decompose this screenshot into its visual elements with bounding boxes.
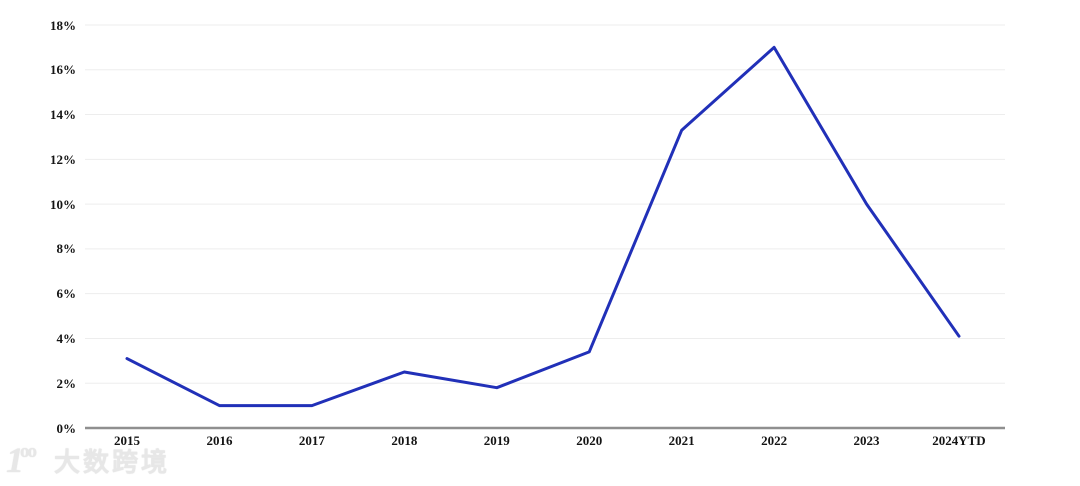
x-tick-label: 2018 [391, 433, 418, 448]
y-tick-label: 10% [50, 196, 76, 212]
x-tick-label: 2015 [114, 433, 140, 448]
x-tick-label: 2016 [206, 433, 233, 448]
watermark-logo-icon: 1 oo [6, 441, 54, 481]
watermark-text: 大数跨境 [54, 448, 171, 478]
data-line-series [125, 45, 961, 408]
watermark: 1 oo 大数跨境 [6, 441, 170, 481]
y-tick-label: 2% [56, 375, 77, 391]
y-tick-label: 6% [56, 286, 77, 302]
y-tick-label: 0% [56, 420, 77, 436]
watermark-logo-one: 1 [6, 440, 24, 480]
x-tick-label: 2019 [483, 433, 510, 448]
x-tick-label: 2020 [576, 433, 603, 448]
x-tick-label: 2022 [761, 433, 788, 448]
x-tick-label: 2021 [668, 433, 695, 448]
watermark-logo-oo: oo [20, 441, 37, 462]
y-tick-label: 8% [56, 241, 77, 257]
y-tick-label: 16% [50, 62, 76, 78]
x-tick-label: 2024YTD [932, 433, 986, 448]
y-tick-label: 14% [50, 107, 76, 123]
y-tick-label: 18% [50, 17, 76, 33]
x-tick-label: 2017 [298, 433, 325, 448]
y-tick-label: 12% [50, 151, 76, 167]
y-tick-label: 4% [56, 330, 77, 346]
x-tick-label: 2023 [853, 433, 880, 448]
